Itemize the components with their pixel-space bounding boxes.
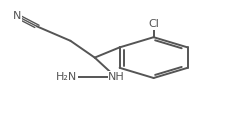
Text: N: N xyxy=(13,11,21,21)
Text: H₂N: H₂N xyxy=(56,72,78,82)
Text: Cl: Cl xyxy=(148,19,159,29)
Text: NH: NH xyxy=(108,72,125,82)
